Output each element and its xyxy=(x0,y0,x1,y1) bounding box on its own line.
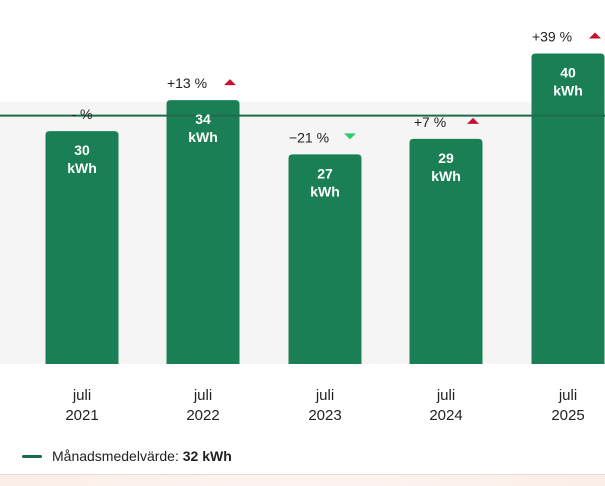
bottom-strip xyxy=(0,474,605,486)
up-arrow-icon xyxy=(589,32,601,39)
x-tick-year-2: 2023 xyxy=(308,407,341,424)
down-arrow-icon xyxy=(344,133,356,140)
consumption-bar-chart: 30 kWh - % juli 2021 34 kWh +13 % juli 2022 27 kWh −… xyxy=(0,29,605,424)
bar-value-label-2: 27 xyxy=(317,165,333,181)
bar-value-label-1: 34 xyxy=(195,111,211,127)
legend-value: 32 kWh xyxy=(182,448,232,464)
x-tick-month-3: juli xyxy=(436,387,455,404)
bar-unit-label-0: kWh xyxy=(67,160,97,176)
x-tick-month-0: juli xyxy=(72,387,91,404)
x-tick-month-1: juli xyxy=(193,387,212,404)
legend: Månadsmedelvärde: 32 kWh xyxy=(22,448,232,464)
bar-value-label-3: 29 xyxy=(438,150,454,166)
x-tick-year-0: 2021 xyxy=(65,407,98,424)
bar-unit-label-3: kWh xyxy=(431,168,461,184)
average-line-legend-icon xyxy=(22,454,42,458)
x-tick-year-1: 2022 xyxy=(186,407,219,424)
bar-unit-label-1: kWh xyxy=(188,129,218,145)
bar-1[interactable] xyxy=(166,100,240,364)
up-arrow-icon xyxy=(224,79,236,86)
bar-value-label-4: 40 xyxy=(560,65,576,81)
bar-3[interactable] xyxy=(409,138,483,364)
bar-unit-label-4: kWh xyxy=(553,83,583,99)
legend-label: Månadsmedelvärde: xyxy=(52,448,179,464)
x-tick-month-4: juli xyxy=(558,387,577,404)
bar-value-label-0: 30 xyxy=(74,142,90,158)
bar-0[interactable] xyxy=(45,131,119,364)
change-label-2: −21 % xyxy=(289,129,329,145)
bar-unit-label-2: kWh xyxy=(310,183,340,199)
x-tick-year-3: 2024 xyxy=(429,407,462,424)
change-label-3: +7 % xyxy=(414,114,446,130)
x-tick-year-4: 2025 xyxy=(551,407,584,424)
bar-2[interactable] xyxy=(288,154,362,364)
bar-4[interactable] xyxy=(531,53,605,365)
change-label-0: - % xyxy=(72,106,93,122)
change-label-1: +13 % xyxy=(167,75,207,91)
up-arrow-icon xyxy=(467,117,479,124)
x-tick-month-2: juli xyxy=(315,387,334,404)
change-label-4: +39 % xyxy=(532,29,572,45)
